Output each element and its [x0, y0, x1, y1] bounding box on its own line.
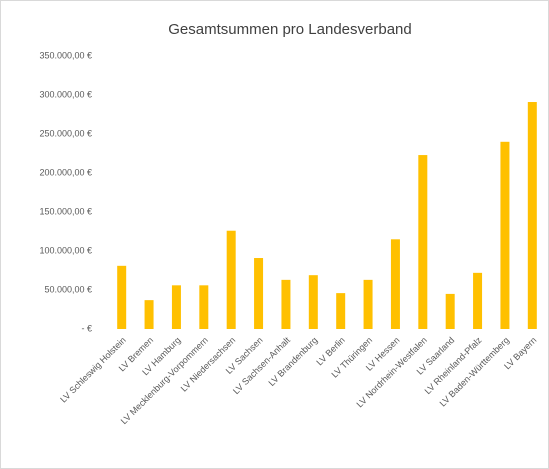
- bar: [308, 275, 318, 329]
- y-tick-label: 250.000,00 €: [39, 128, 92, 138]
- bar: [199, 285, 209, 329]
- y-tick-label: - €: [81, 323, 92, 333]
- bar: [171, 285, 181, 329]
- bar: [254, 258, 264, 329]
- bar: [281, 279, 291, 329]
- bar: [445, 293, 455, 329]
- bar: [418, 155, 428, 329]
- bar: [363, 279, 373, 329]
- bar: [336, 293, 346, 329]
- bar: [144, 300, 154, 329]
- y-tick-label: 300.000,00 €: [39, 89, 92, 99]
- bar: [500, 141, 510, 329]
- chart-title: Gesamtsummen pro Landesverband: [168, 21, 411, 38]
- bar: [117, 265, 127, 329]
- y-tick-label: 50.000,00 €: [44, 284, 92, 294]
- bar: [390, 239, 400, 329]
- bar: [473, 272, 483, 329]
- y-tick-label: 150.000,00 €: [39, 206, 92, 216]
- y-tick-label: 350.000,00 €: [39, 50, 92, 60]
- y-tick-label: 200.000,00 €: [39, 167, 92, 177]
- bar: [226, 230, 236, 329]
- bar: [527, 102, 537, 330]
- y-tick-label: 100.000,00 €: [39, 245, 92, 255]
